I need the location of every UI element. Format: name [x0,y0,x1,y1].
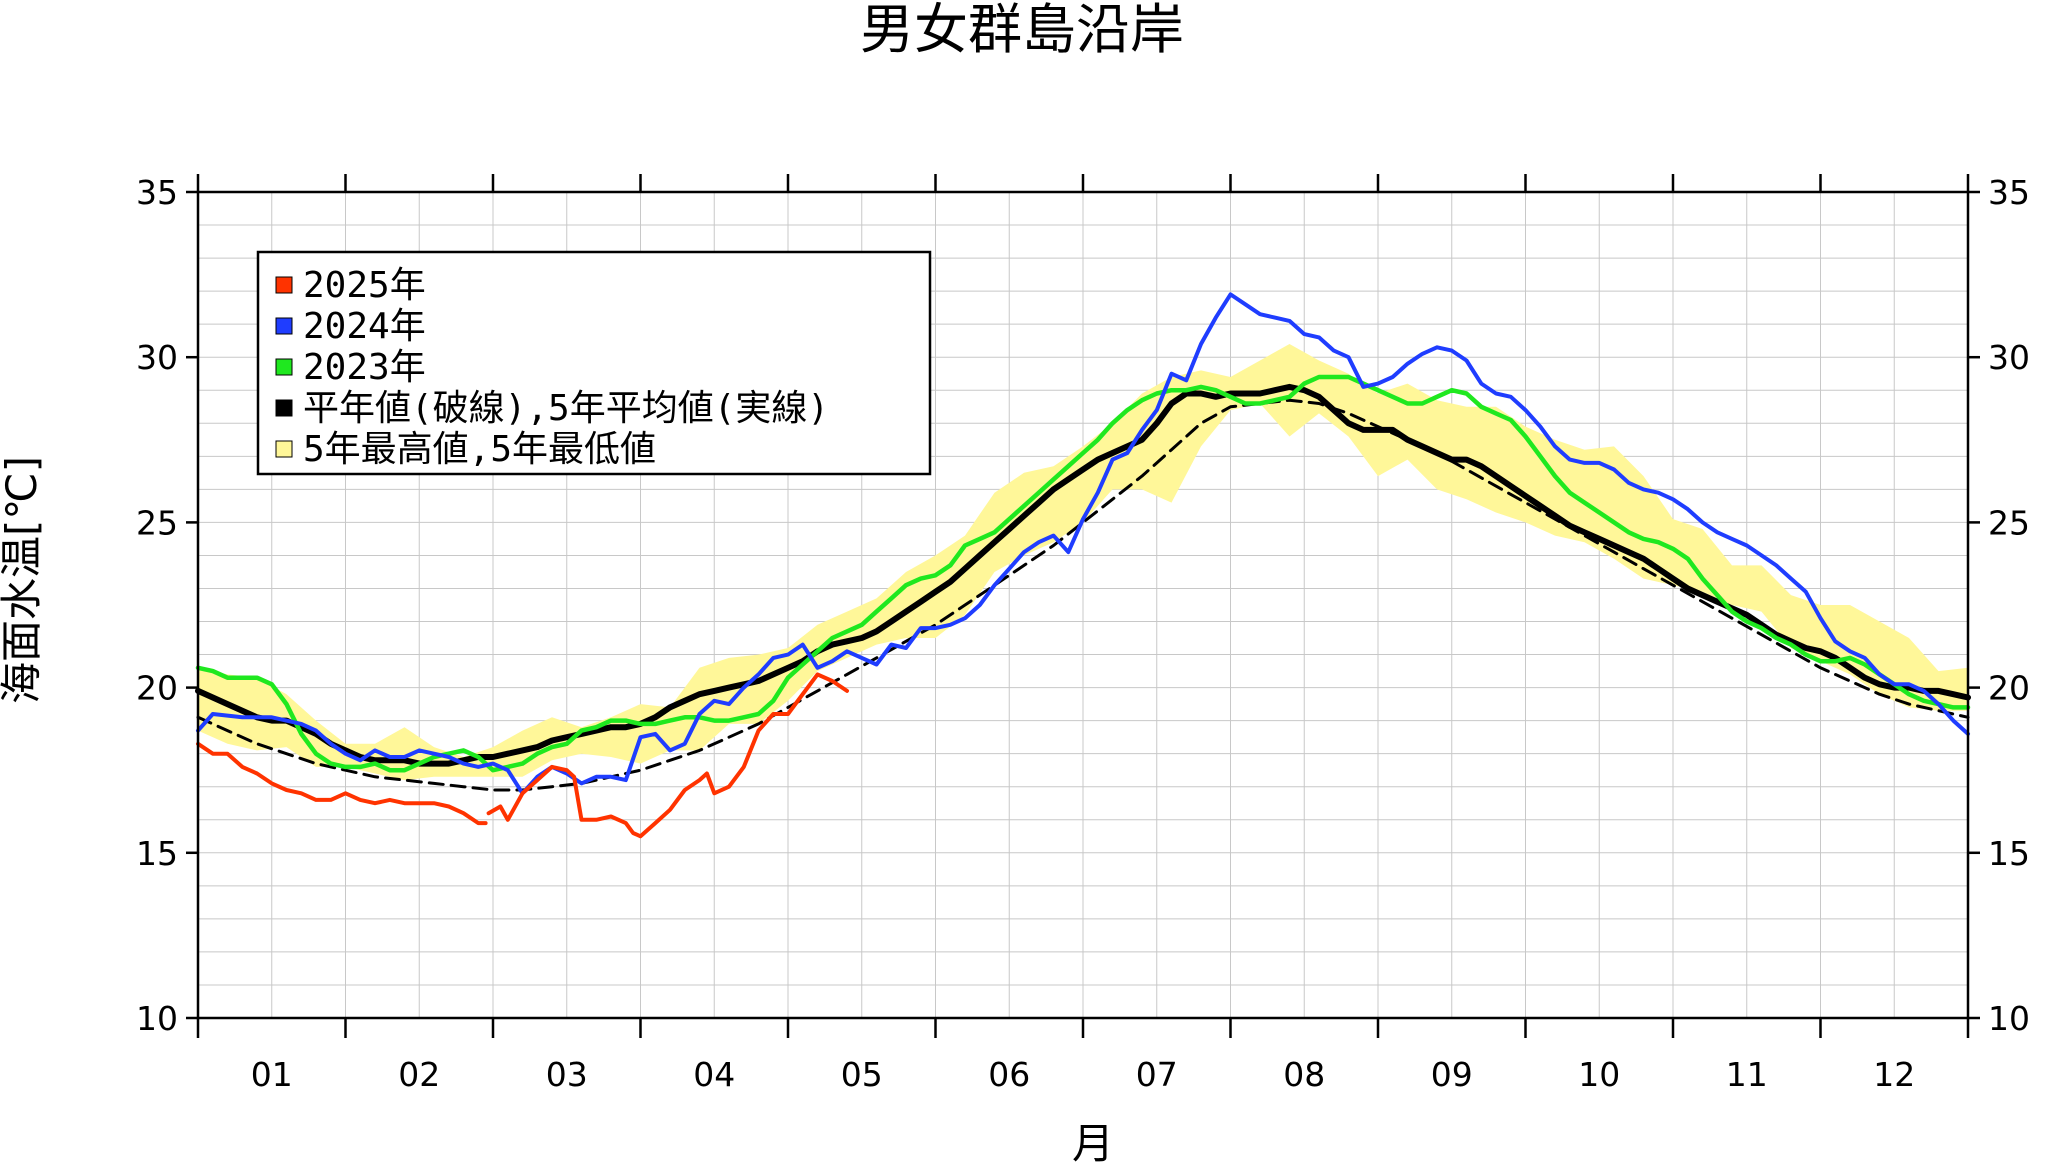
legend-box [256,250,932,476]
y-tick-label-left: 35 [136,173,178,212]
y-axis-label: 海面水温[℃] [0,456,46,704]
x-tick-label: 04 [693,1055,735,1094]
chart-title: 男女群島沿岸 [860,0,1184,61]
legend-label-y2025: 2025年 [303,265,426,306]
x-tick-label: 09 [1431,1055,1473,1094]
x-tick-label: 11 [1726,1055,1768,1094]
legend-label-y2024: 2024年 [303,306,426,347]
y-tick-label-right: 15 [1988,834,2030,873]
series-line-y2025 [486,672,849,839]
y-tick-label-left: 20 [136,669,178,708]
legend-swatch-y2025 [275,276,293,294]
series-line-normal [196,398,1970,792]
legend-label-band: 5年最高値,5年最低値 [303,429,656,470]
x-tick-label: 12 [1873,1055,1915,1094]
axis-ticks: 10 10 15 15 20 20 25 25 30 30 35 35 01 02 03 04 05 06 07 08… [136,173,2030,1094]
band-layer [198,344,1968,781]
legend-swatch-band [275,440,293,458]
x-tick-label: 06 [988,1055,1030,1094]
x-tick-label: 07 [1136,1055,1178,1094]
x-tick-label: 10 [1578,1055,1620,1094]
x-tick-label: 02 [398,1055,440,1094]
x-tick-label: 08 [1283,1055,1325,1094]
x-tick-label: 03 [546,1055,588,1094]
legend-label-avg: 平年値(破線),5年平均値(実線) [303,388,829,429]
legend-swatch-avg [275,399,293,417]
y-tick-label-left: 25 [136,503,178,542]
y-tick-label-right: 30 [1988,338,2030,377]
x-tick-label: 05 [841,1055,883,1094]
series-line-avg5 [195,383,1971,767]
legend-swatch-y2023 [275,358,293,376]
y-tick-label-right: 10 [1988,999,2030,1038]
band-5yr-range [198,344,1968,781]
y-tick-label-right: 20 [1988,669,2030,708]
series-line-y2025 [196,741,488,826]
y-tick-label-left: 10 [136,999,178,1038]
x-tick-label: 01 [251,1055,293,1094]
y-tick-label-right: 35 [1988,173,2030,212]
series-layer [195,292,1971,839]
legend: 2025年2024年2023年平年値(破線),5年平均値(実線)5年最高値,5年… [256,250,932,476]
x-axis-label: 月 [1072,1119,1114,1166]
legend-swatch-y2024 [275,317,293,335]
y-tick-label-right: 25 [1988,503,2030,542]
legend-label-y2023: 2023年 [303,347,426,388]
y-tick-label-left: 15 [136,834,178,873]
y-tick-label-left: 30 [136,338,178,377]
